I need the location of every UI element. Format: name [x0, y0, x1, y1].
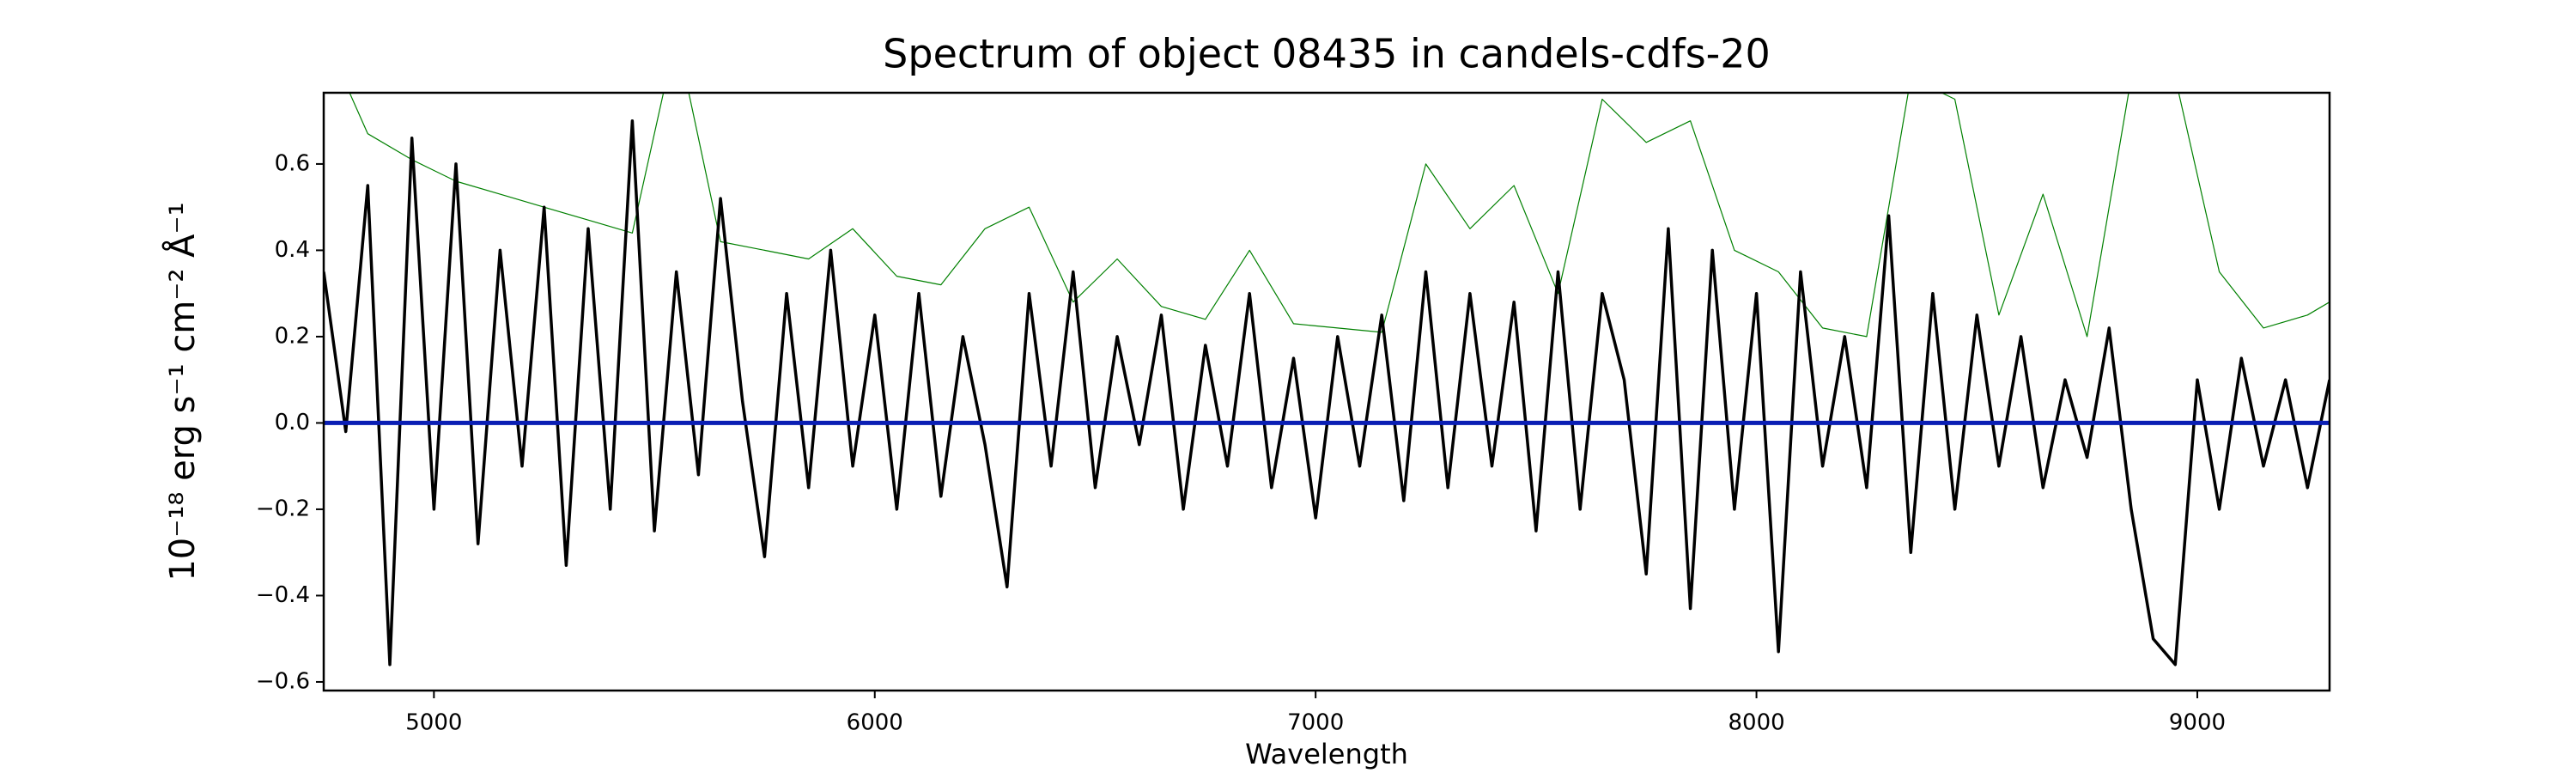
x-axis-label: Wavelength: [1245, 738, 1408, 770]
plot-area: [324, 93, 2330, 666]
y-tick-label: −0.4: [256, 582, 310, 608]
y-tick-label: −0.2: [256, 496, 310, 521]
spectrum-line: [324, 119, 2330, 666]
x-tick-label: 9000: [2169, 710, 2226, 736]
x-tick-label: 7000: [1287, 710, 1344, 736]
chart-title: Spectrum of object 08435 in candels-cdfs…: [883, 31, 1771, 77]
axes-frame: [322, 91, 2331, 692]
x-tick-label: 5000: [405, 710, 462, 736]
y-tick-label: 0.2: [275, 323, 310, 349]
spectrum-line: [349, 93, 2330, 338]
x-tick-label: 8000: [1728, 710, 1784, 736]
y-tick-label: 0.0: [275, 410, 310, 435]
y-tick-label: −0.6: [256, 668, 310, 694]
y-tick-label: 0.4: [275, 237, 310, 263]
y-tick-label: 0.6: [275, 150, 310, 176]
y-axis-label: 10⁻¹⁸ erg s⁻¹ cm⁻² Å⁻¹: [161, 202, 203, 581]
x-tick-label: 6000: [847, 710, 903, 736]
